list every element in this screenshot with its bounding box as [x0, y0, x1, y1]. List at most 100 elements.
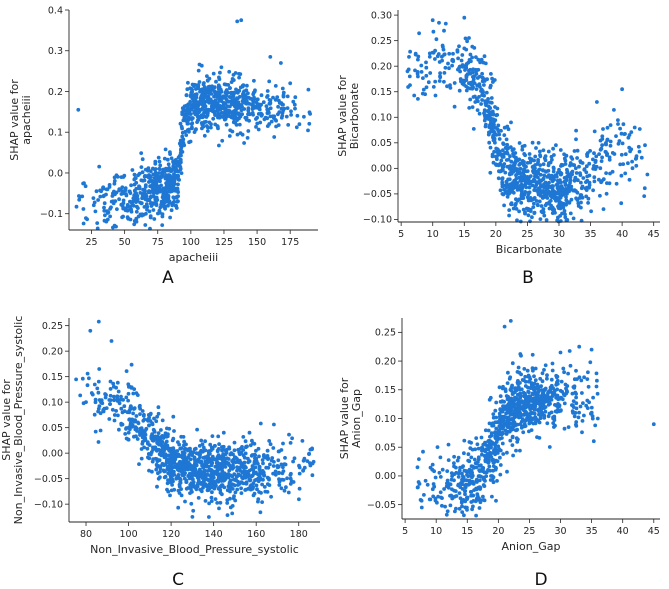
scatter-point — [255, 487, 259, 492]
scatter-point — [430, 462, 435, 467]
scatter-point — [238, 465, 243, 470]
scatter-point — [528, 219, 532, 224]
scatter-point — [486, 460, 491, 465]
scatter-point — [232, 472, 237, 477]
scatter-point — [166, 203, 170, 208]
scatter-point — [507, 185, 511, 190]
scatter-point — [576, 415, 581, 420]
y-axis-label-line: SHAP value for — [336, 75, 349, 157]
scatter-point — [164, 173, 169, 178]
scatter-point — [506, 164, 511, 169]
scatter-point — [592, 151, 596, 156]
scatter-point — [285, 106, 290, 110]
scatter-point — [468, 481, 472, 486]
scatter-point — [246, 129, 251, 133]
scatter-point — [530, 352, 535, 357]
scatter-point — [604, 191, 609, 196]
scatter-point — [504, 431, 509, 436]
x-tick-label: 30 — [554, 526, 566, 537]
scatter-point — [255, 97, 260, 102]
scatter-point — [464, 84, 468, 89]
scatter-point — [166, 464, 171, 469]
scatter-point — [184, 103, 189, 108]
scatter-point — [144, 202, 149, 207]
scatter-point — [190, 121, 195, 125]
scatter-point — [482, 484, 487, 488]
scatter-point — [607, 157, 612, 162]
scatter-point — [166, 453, 171, 458]
scatter-point — [464, 47, 469, 52]
scatter-point — [494, 163, 499, 167]
scatter-point — [431, 29, 436, 34]
scatter-point — [226, 110, 231, 115]
scatter-point — [436, 494, 440, 499]
scatter-point — [561, 205, 566, 210]
scatter-point — [276, 104, 280, 109]
scatter-point — [538, 178, 542, 183]
scatter-point — [181, 141, 186, 146]
scatter-point — [543, 158, 548, 163]
scatter-point — [216, 475, 221, 480]
scatter-point — [250, 464, 255, 468]
scatter-point — [201, 485, 205, 490]
scatter-point — [491, 133, 495, 138]
scatter-point — [589, 405, 594, 410]
scatter-point — [498, 169, 502, 174]
scatter-point — [281, 441, 285, 446]
y-tick-label: 0.15 — [371, 87, 392, 98]
scatter-point — [126, 430, 131, 435]
scatter-point — [569, 155, 574, 160]
scatter-point — [483, 77, 488, 82]
scatter-point — [288, 441, 293, 445]
scatter-point — [139, 456, 144, 461]
scatter-points — [415, 319, 656, 518]
scatter-point — [558, 350, 563, 355]
scatter-point — [595, 100, 599, 104]
scatter-point — [200, 100, 205, 105]
scatter-point — [232, 103, 237, 108]
y-tick-label: −0.10 — [363, 215, 392, 226]
scatter-point — [78, 393, 83, 398]
scatter-point — [184, 93, 189, 98]
scatter-point — [175, 449, 180, 453]
scatter-point — [520, 144, 525, 149]
scatter-point — [235, 487, 240, 492]
scatter-point — [227, 134, 232, 138]
scatter-point — [507, 177, 512, 182]
scatter-point — [221, 448, 226, 452]
scatter-point — [470, 44, 475, 49]
scatter-point — [504, 137, 509, 142]
scatter-point — [249, 474, 254, 479]
scatter-point — [141, 418, 146, 423]
scatter-point — [267, 122, 272, 126]
scatter-point — [579, 200, 583, 205]
scatter-point — [487, 397, 492, 402]
scatter-point — [503, 170, 508, 175]
scatter-point — [547, 161, 551, 166]
scatter-point — [130, 422, 134, 427]
scatter-point — [240, 470, 245, 475]
scatter-point — [449, 493, 454, 498]
scatter-point — [307, 452, 311, 456]
scatter-point — [238, 473, 243, 478]
scatter-point — [135, 197, 140, 201]
scatter-point — [295, 113, 300, 118]
scatter-point — [536, 175, 540, 180]
scatter-point — [448, 86, 453, 90]
scatter-point — [140, 409, 145, 413]
scatter-point — [170, 438, 175, 443]
scatter-point — [444, 484, 449, 489]
scatter-point — [516, 382, 520, 386]
scatter-point — [218, 70, 222, 75]
scatter-point — [225, 461, 230, 466]
scatter-point — [273, 472, 278, 477]
scatter-point — [511, 190, 516, 195]
scatter-point — [550, 211, 555, 216]
scatter-point — [143, 185, 148, 189]
scatter-point — [96, 390, 101, 395]
scatter-point — [228, 452, 233, 457]
scatter-point — [217, 506, 221, 511]
scatter-point — [578, 171, 582, 176]
scatter-point — [486, 428, 491, 433]
scatter-point — [575, 156, 579, 160]
